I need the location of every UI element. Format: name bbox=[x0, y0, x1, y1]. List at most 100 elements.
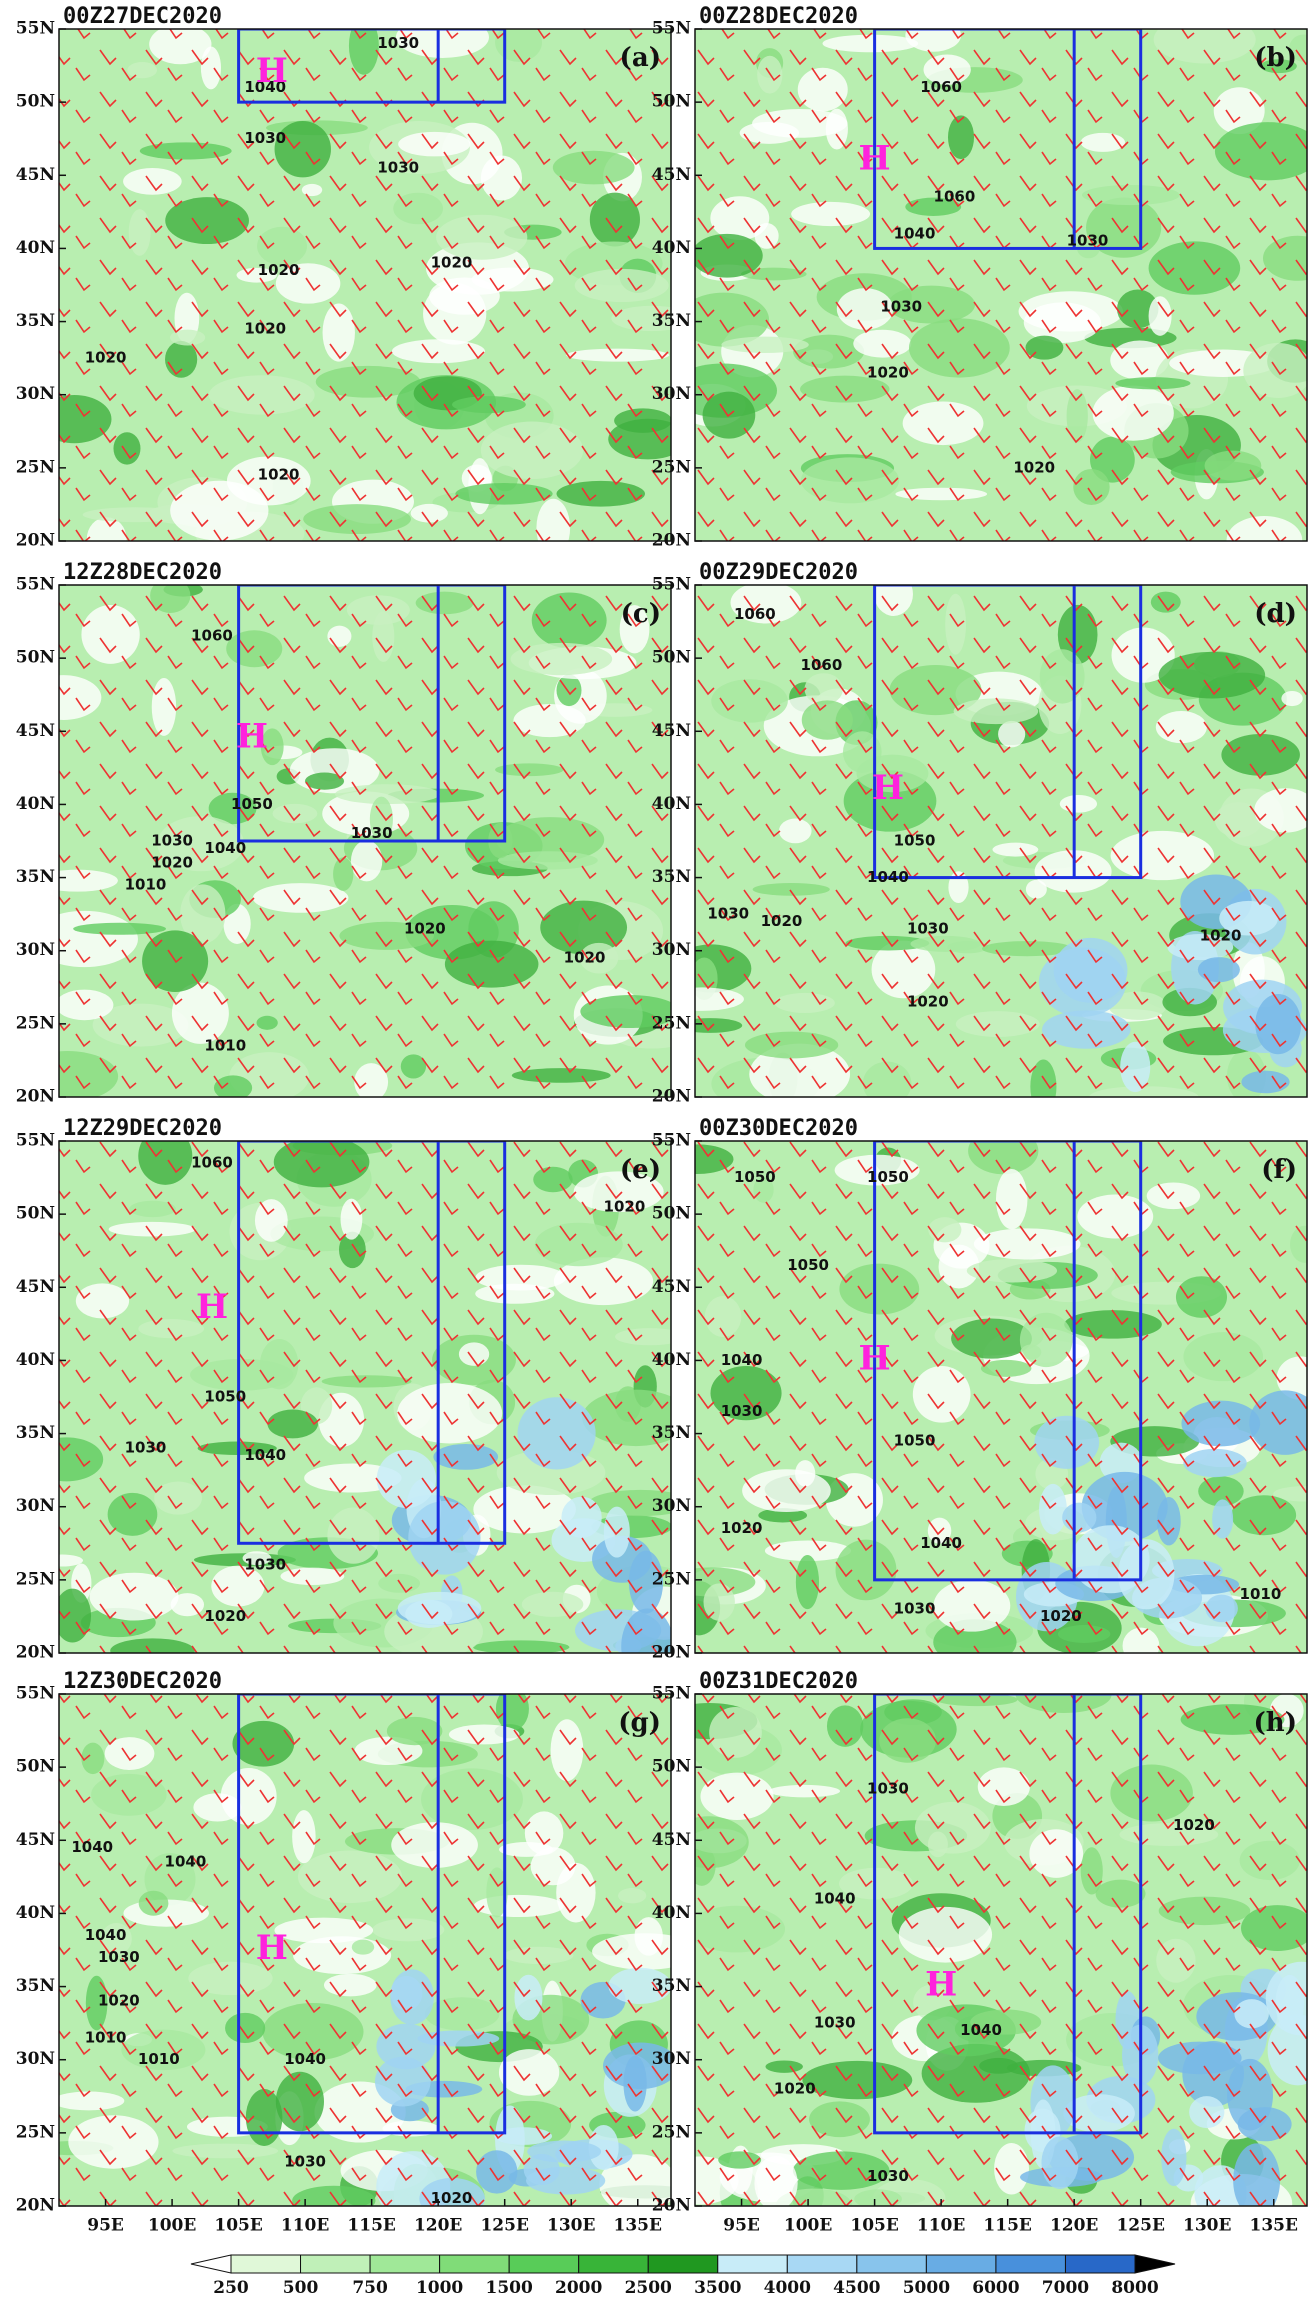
lat-tick-label: 50N bbox=[16, 1757, 55, 1777]
wind-barbs bbox=[695, 585, 1307, 1097]
high-center: H bbox=[925, 1965, 957, 2005]
isobar-label: 1020 bbox=[204, 1607, 246, 1625]
isobar-label: 1030 bbox=[894, 1600, 936, 1618]
lat-tick-label: 40N bbox=[652, 238, 691, 258]
map-panel: 1040 1040 1040 1030 1020 1010 1010 1040 1030 1020… bbox=[59, 1694, 671, 2207]
high-center: H bbox=[859, 139, 891, 179]
lat-tick-label: 30N bbox=[652, 2049, 691, 2069]
lon-tick-label: 130E bbox=[547, 2216, 595, 2236]
lat-tick-label: 45N bbox=[652, 1830, 691, 1850]
lat-tick-label: 55N bbox=[652, 1684, 691, 1704]
isobar-label: 1030 bbox=[1067, 232, 1109, 250]
region-box bbox=[873, 1694, 1143, 2135]
isobar-label: 1050 bbox=[894, 1431, 936, 1449]
lat-tick-label: 40N bbox=[652, 1903, 691, 1923]
wind-barbs bbox=[59, 29, 671, 541]
isobar-label: 1010 bbox=[1240, 1585, 1282, 1603]
high-center: H bbox=[236, 717, 268, 757]
colorbar-label: 3500 bbox=[694, 2278, 741, 2298]
isobar-label: 1030 bbox=[377, 158, 419, 176]
lat-tick-label: 50N bbox=[16, 92, 55, 112]
isobar-label: 1010 bbox=[125, 875, 167, 893]
lon-tick-label: 130E bbox=[1183, 2216, 1231, 2236]
panel-title: 00Z27DEC2020 bbox=[63, 4, 222, 29]
isobar-label: 1030 bbox=[351, 824, 393, 842]
lat-tick-label: 55N bbox=[16, 1131, 55, 1151]
isobar-label: 1040 bbox=[284, 2050, 326, 2068]
map-panel: 1060 1060 1050 1040 1030 1020 1030 1020 1020 H bbox=[695, 585, 1307, 1097]
lat-tick-label: 50N bbox=[652, 648, 691, 668]
isobar-label: 1040 bbox=[920, 1534, 962, 1552]
panel-frame bbox=[58, 584, 672, 1098]
panel-title: 00Z29DEC2020 bbox=[699, 560, 858, 585]
isobar-label: 1020 bbox=[431, 254, 473, 272]
panel-title: 12Z28DEC2020 bbox=[63, 560, 222, 585]
region-box bbox=[873, 585, 1143, 880]
isobar-label: 1050 bbox=[894, 832, 936, 850]
lat-tick-label: 20N bbox=[16, 1087, 55, 1107]
lat-tick-label: 35N bbox=[652, 1423, 691, 1443]
panel-letter: (g) bbox=[618, 1708, 661, 1738]
isobar-label: 1030 bbox=[867, 1780, 909, 1798]
region-box bbox=[237, 29, 507, 104]
colorbar-label: 1000 bbox=[416, 2278, 463, 2298]
region-box bbox=[237, 1694, 507, 2135]
panel-title: 00Z30DEC2020 bbox=[699, 1116, 858, 1141]
isobar-label: 1050 bbox=[867, 1168, 909, 1186]
lat-tick-label: 35N bbox=[16, 1976, 55, 1996]
lat-tick-label: 20N bbox=[652, 1643, 691, 1663]
isobar-label: 1020 bbox=[774, 2079, 816, 2097]
isobar-label: 1040 bbox=[244, 1446, 286, 1464]
panel-frame bbox=[58, 28, 672, 542]
lat-tick-label: 25N bbox=[16, 2122, 55, 2142]
lat-tick-label: 45N bbox=[652, 1277, 691, 1297]
lat-tick-label: 45N bbox=[16, 721, 55, 741]
isobar-label: 1020 bbox=[761, 912, 803, 930]
colorbar-box bbox=[856, 2254, 927, 2274]
lat-tick-label: 30N bbox=[16, 2049, 55, 2069]
colorbar-end bbox=[1134, 2254, 1176, 2274]
isobar-label: 1020 bbox=[404, 919, 446, 937]
wind-barbs bbox=[59, 1694, 671, 2206]
isobar-label: 1030 bbox=[707, 905, 749, 923]
lat-tick-label: 40N bbox=[16, 1350, 55, 1370]
lat-tick-label: 35N bbox=[16, 311, 55, 331]
panel-title: 12Z29DEC2020 bbox=[63, 1116, 222, 1141]
lat-tick-label: 25N bbox=[16, 457, 55, 477]
lat-tick-label: 20N bbox=[16, 531, 55, 551]
high-center: H bbox=[859, 1338, 891, 1378]
wind-barbs bbox=[695, 1141, 1307, 1653]
isobar-label: 1040 bbox=[165, 1853, 207, 1871]
colorbar-box bbox=[717, 2254, 788, 2274]
isobar-label: 1030 bbox=[125, 1439, 167, 1457]
lat-tick-label: 50N bbox=[16, 648, 55, 668]
region-box bbox=[237, 585, 507, 843]
panel-frame bbox=[58, 1693, 672, 2207]
lat-tick-label: 50N bbox=[652, 1757, 691, 1777]
colorbar-label: 250 bbox=[213, 2278, 249, 2298]
isobar-label: 1020 bbox=[1040, 1607, 1082, 1625]
isobar-label: 1030 bbox=[377, 34, 419, 52]
lat-tick-label: 55N bbox=[652, 575, 691, 595]
lat-tick-label: 55N bbox=[16, 1684, 55, 1704]
high-center: H bbox=[196, 1287, 228, 1327]
isobar-label: 1050 bbox=[734, 1168, 776, 1186]
colorbar-box bbox=[300, 2254, 371, 2274]
panel-title: 00Z31DEC2020 bbox=[699, 1669, 858, 1694]
lon-tick-label: 135E bbox=[1250, 2216, 1298, 2236]
panel-frame bbox=[694, 584, 1308, 1098]
lon-tick-label: 110E bbox=[917, 2216, 965, 2236]
isobar-label: 1030 bbox=[907, 919, 949, 937]
lon-tick-label: 95E bbox=[87, 2216, 124, 2236]
lat-tick-label: 25N bbox=[652, 1013, 691, 1033]
isobar-label: 1020 bbox=[867, 363, 909, 381]
lon-tick-label: 125E bbox=[480, 2216, 528, 2236]
lat-tick-label: 40N bbox=[652, 794, 691, 814]
lon-tick-label: 120E bbox=[414, 2216, 462, 2236]
map-panel: 1060 1050 1040 1030 1030 1020 1020 H bbox=[59, 1141, 671, 1653]
lat-tick-label: 25N bbox=[16, 1013, 55, 1033]
colorbar-box bbox=[439, 2254, 510, 2274]
isobar-label: 1020 bbox=[431, 2189, 473, 2207]
isobar-label: 1020 bbox=[1013, 458, 1055, 476]
lat-tick-label: 30N bbox=[16, 384, 55, 404]
